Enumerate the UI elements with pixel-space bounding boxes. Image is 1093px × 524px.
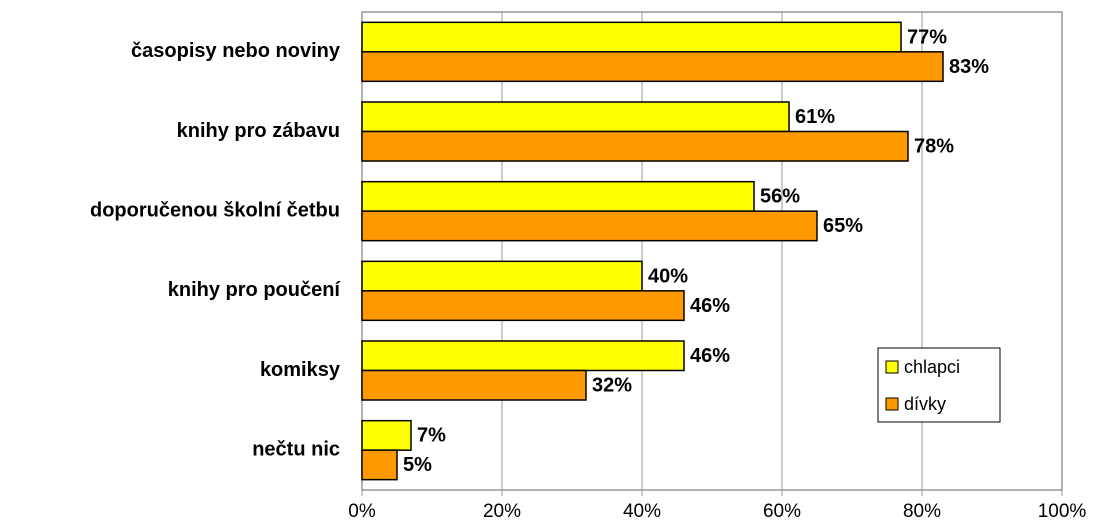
x-tick-label: 80%	[903, 501, 941, 522]
legend-label: dívky	[904, 394, 946, 414]
bar	[361, 260, 643, 292]
legend-box	[877, 347, 1001, 423]
data-label: 5%	[403, 454, 432, 476]
bar	[361, 51, 944, 83]
y-tick-label: nečtu nic	[252, 438, 340, 460]
bar	[361, 130, 909, 162]
legend-swatch	[885, 397, 899, 411]
y-tick-label: komiksy	[260, 359, 341, 381]
data-label: 61%	[795, 106, 835, 128]
bar	[361, 180, 755, 212]
bar	[361, 340, 685, 372]
data-label: 56%	[760, 186, 800, 208]
data-label: 46%	[690, 295, 730, 317]
legend-swatch	[885, 360, 899, 374]
y-tick-label: časopisy nebo noviny	[131, 40, 341, 62]
bar	[361, 290, 685, 322]
data-label: 83%	[949, 56, 989, 78]
bar	[361, 449, 398, 481]
data-label: 77%	[907, 26, 947, 48]
data-label: 46%	[690, 345, 730, 367]
x-tick-label: 0%	[348, 501, 376, 522]
bar	[361, 419, 412, 451]
x-tick-label: 20%	[483, 501, 521, 522]
x-tick-label: 100%	[1038, 501, 1087, 522]
bar	[361, 369, 587, 401]
y-tick-label: doporučenou školní četbu	[90, 199, 340, 221]
y-tick-label: knihy pro poučení	[168, 279, 342, 301]
y-tick-label: knihy pro zábavu	[177, 120, 340, 142]
data-label: 78%	[914, 136, 954, 158]
data-label: 65%	[823, 215, 863, 237]
x-tick-label: 60%	[763, 501, 801, 522]
data-label: 40%	[648, 265, 688, 287]
data-label: 7%	[417, 425, 446, 447]
x-tick-label: 40%	[623, 501, 661, 522]
plot-frame	[361, 11, 1063, 491]
bar	[361, 21, 902, 53]
legend-label: chlapci	[904, 357, 960, 377]
data-label: 32%	[592, 375, 632, 397]
bar	[361, 101, 790, 133]
bar	[361, 210, 818, 242]
